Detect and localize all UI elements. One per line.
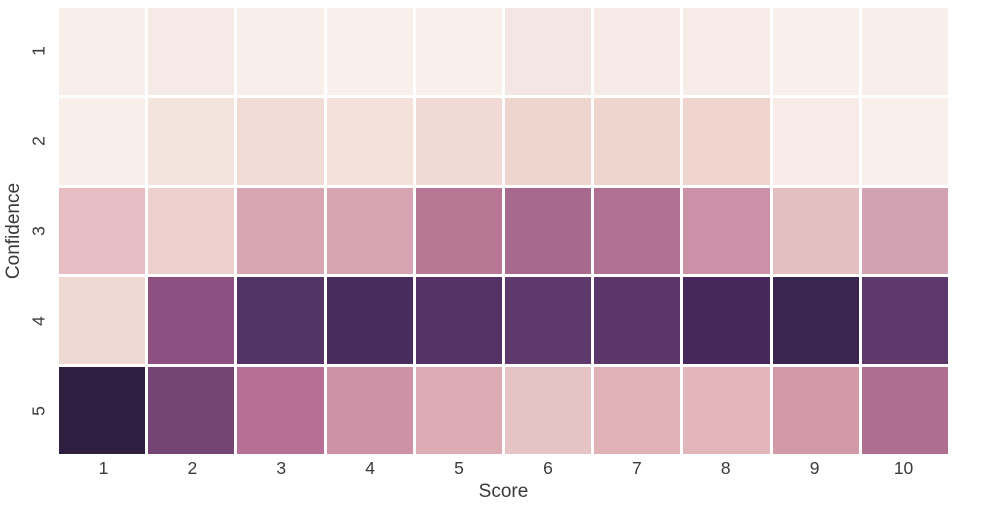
heatmap-cell-r5-c3 xyxy=(237,367,324,454)
heatmap-cell-r2-c2 xyxy=(148,97,235,185)
heatmap-cell-r5-c7 xyxy=(594,367,681,454)
heatmap-cell-r1-c5 xyxy=(415,8,502,95)
heatmap-cell-r5-c9 xyxy=(772,367,859,454)
x-tick-label: 5 xyxy=(454,458,464,478)
heatmap-cell-r5-c8 xyxy=(683,367,770,454)
heatmap-cell-r4-c2 xyxy=(148,277,235,365)
x-tick-label: 9 xyxy=(809,458,820,478)
heatmap-cell-r3-c2 xyxy=(148,187,235,275)
heatmap-cell-r1-c1 xyxy=(59,8,146,95)
heatmap-cell-r4-c7 xyxy=(594,277,681,365)
heatmap-cell-r4-c3 xyxy=(237,277,324,365)
heatmap-cell-r4-c8 xyxy=(683,277,770,365)
heatmap-cell-r3-c1 xyxy=(59,187,146,275)
heatmap-cell-r4-c1 xyxy=(59,277,146,365)
heatmap-cell-r3-c8 xyxy=(683,187,770,275)
y-tick-label: 1 xyxy=(28,46,49,57)
heatmap-cell-r1-c9 xyxy=(772,8,859,95)
x-axis-ticks: 1 2 3 4 5 6 7 8 9 10 xyxy=(59,458,948,479)
heatmap-cell-r1-c10 xyxy=(861,8,948,95)
heatmap-cell-r4-c6 xyxy=(504,277,592,365)
heatmap-cell-r2-c6 xyxy=(504,97,592,185)
y-tick-label: 5 xyxy=(28,405,49,416)
heatmap-cell-r2-c8 xyxy=(683,97,770,185)
heatmap-cell-r1-c2 xyxy=(148,8,235,95)
heatmap-cell-r2-c9 xyxy=(772,97,859,185)
heatmap-cell-r4-c5 xyxy=(415,277,502,365)
y-tick-label: 2 xyxy=(28,136,49,147)
heatmap-cell-r3-c7 xyxy=(594,187,681,275)
heatmap-cell-r5-c4 xyxy=(326,367,413,454)
heatmap-grid xyxy=(59,8,948,454)
x-tick-label: 8 xyxy=(720,458,731,478)
heatmap-cell-r5-c5 xyxy=(415,367,502,454)
heatmap-cell-r2-c1 xyxy=(59,97,146,185)
heatmap-cell-r4-c10 xyxy=(861,277,948,365)
heatmap-cell-r1-c8 xyxy=(683,8,770,95)
heatmap-cell-r1-c6 xyxy=(504,8,592,95)
x-tick-label: 4 xyxy=(365,458,375,478)
heatmap-cell-r2-c3 xyxy=(237,97,324,185)
y-axis-label: Confidence xyxy=(3,182,24,280)
heatmap-cell-r4-c4 xyxy=(326,277,413,365)
heatmap-cell-r4-c9 xyxy=(772,277,859,365)
heatmap-cell-r2-c5 xyxy=(415,97,502,185)
heatmap-cell-r3-c9 xyxy=(772,187,859,275)
heatmap-cell-r1-c3 xyxy=(237,8,324,95)
heatmap-cell-r2-c7 xyxy=(594,97,681,185)
x-axis-label: Score xyxy=(478,481,529,502)
heatmap-cell-r3-c3 xyxy=(237,187,324,275)
x-tick-label: 6 xyxy=(543,458,553,478)
x-tick-label: 2 xyxy=(187,458,198,478)
heatmap-cell-r3-c6 xyxy=(504,187,592,275)
y-tick-label: 4 xyxy=(28,315,49,326)
x-tick-label: 1 xyxy=(98,458,109,478)
heatmap-cell-r2-c10 xyxy=(861,97,948,185)
heatmap-cell-r3-c10 xyxy=(861,187,948,275)
heatmap-cell-r5-c2 xyxy=(148,367,235,454)
x-tick-label: 7 xyxy=(631,458,642,478)
heatmap-cell-r3-c4 xyxy=(326,187,413,275)
heatmap-cell-r5-c6 xyxy=(504,367,592,454)
heatmap-cell-r1-c4 xyxy=(326,8,413,95)
x-tick-label: 10 xyxy=(893,458,914,478)
heatmap-cell-r5-c10 xyxy=(861,367,948,454)
heatmap-cell-r1-c7 xyxy=(594,8,681,95)
x-tick-label: 3 xyxy=(276,458,287,478)
y-tick-label: 3 xyxy=(28,226,49,236)
heatmap-cell-r2-c4 xyxy=(326,97,413,185)
heatmap-cell-r3-c5 xyxy=(415,187,502,275)
heatmap-cell-r5-c1 xyxy=(59,367,146,454)
